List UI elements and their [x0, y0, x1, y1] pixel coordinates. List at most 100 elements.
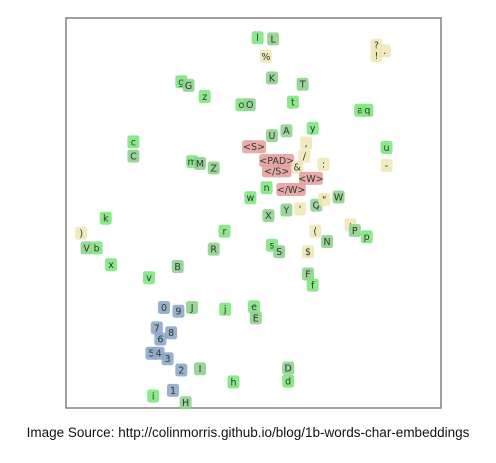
point-marker	[296, 77, 309, 91]
point-label: -	[385, 161, 388, 172]
point-label: :	[322, 160, 325, 171]
point-label: O	[246, 100, 253, 111]
point-label: %	[261, 52, 270, 63]
point-label: 5	[148, 349, 154, 360]
point-label: 6	[157, 335, 163, 346]
point-apostrophe: '	[294, 202, 307, 216]
point-label: W	[334, 192, 344, 203]
point-start-token: <S>	[242, 140, 266, 154]
point-marker	[172, 304, 185, 318]
point-digit-0: 0	[158, 301, 170, 314]
point-marker	[306, 278, 319, 292]
point-lower-r: r	[218, 224, 231, 238]
point-marker	[249, 311, 262, 325]
point-marker	[280, 124, 293, 138]
point-marker	[306, 121, 319, 135]
point-label: 2	[178, 365, 184, 376]
point-marker	[165, 326, 178, 340]
point-slash: /	[298, 149, 311, 163]
point-label: t	[291, 98, 295, 109]
point-marker	[175, 363, 188, 377]
point-label: .	[383, 46, 386, 57]
point-upper-b: B	[171, 260, 184, 273]
point-marker	[127, 149, 140, 163]
point-upper-n: N	[321, 235, 334, 249]
point-label: '	[299, 204, 302, 215]
point-label: I	[199, 364, 202, 375]
point-upper-x: X	[262, 209, 275, 223]
point-digit-3: 3	[161, 352, 174, 366]
point-label: X	[265, 211, 272, 222]
point-label: ,	[305, 138, 308, 149]
point-label: x	[108, 260, 114, 271]
point-upper-m: M	[194, 157, 206, 170]
point-label: Q	[313, 201, 320, 212]
point-upper-z: Z	[207, 161, 220, 175]
point-marker	[150, 321, 163, 335]
point-label: n	[264, 183, 270, 194]
point-marker	[171, 260, 184, 273]
point-upper-f: F	[302, 267, 314, 281]
point-marker	[361, 103, 374, 117]
point-marker	[299, 171, 323, 185]
point-label: Y	[282, 205, 289, 216]
point-end-token: </S>	[262, 164, 292, 178]
point-marker	[219, 302, 232, 316]
point-label: P	[352, 226, 358, 237]
point-label: q	[364, 106, 370, 117]
point-marker	[294, 202, 307, 216]
point-marker	[291, 160, 304, 174]
point-marker	[158, 301, 170, 314]
point-upper-v: V	[80, 241, 93, 255]
point-upper-a: A	[280, 124, 293, 138]
point-marker	[127, 135, 140, 149]
point-label: 3	[165, 354, 171, 365]
point-ampersand: &	[291, 160, 304, 174]
point-marker	[259, 49, 272, 63]
point-label: f	[311, 281, 315, 292]
point-label: i	[152, 391, 155, 402]
point-colon: :	[317, 157, 330, 171]
point-label: K	[269, 73, 276, 84]
point-label: h	[230, 377, 236, 388]
point-lower-k: k	[99, 211, 112, 225]
point-upper-k: K	[266, 71, 278, 85]
point-comma: ,	[300, 136, 313, 150]
point-label: Z	[210, 163, 217, 174]
point-label: R	[210, 245, 217, 256]
point-marker	[182, 78, 195, 92]
point-marker	[248, 300, 260, 314]
point-label: a	[357, 106, 363, 117]
point-upper-e: E	[249, 311, 262, 325]
point-label: ?	[374, 41, 379, 52]
point-marker	[276, 183, 306, 196]
point-label: G	[185, 81, 192, 92]
point-label: "	[322, 195, 326, 206]
point-label: S	[276, 247, 282, 258]
point-label: H	[182, 398, 189, 409]
point-label: <S>	[243, 142, 265, 153]
point-label: $	[305, 247, 311, 258]
point-upper-j: J	[186, 301, 199, 314]
point-marker	[242, 140, 266, 154]
point-upper-u: U	[266, 129, 278, 143]
point-label: j	[223, 305, 227, 316]
point-upper-l: L	[267, 32, 280, 46]
point-marker	[262, 164, 292, 178]
point-upper-y: Y	[280, 203, 293, 217]
point-label: </W>	[277, 185, 306, 196]
point-marker	[298, 149, 311, 163]
point-lower-e: e	[248, 300, 260, 314]
point-label: g	[178, 77, 184, 88]
point-upper-t: T	[296, 77, 309, 91]
point-label: U	[269, 131, 276, 142]
point-label: e	[251, 302, 257, 313]
point-label: A	[283, 126, 290, 137]
point-marker	[262, 209, 275, 223]
point-upper-d: D	[282, 361, 295, 375]
point-upper-h: H	[179, 396, 192, 410]
point-label: s	[270, 241, 275, 252]
point-marker	[266, 129, 278, 143]
point-label: (	[313, 227, 317, 238]
